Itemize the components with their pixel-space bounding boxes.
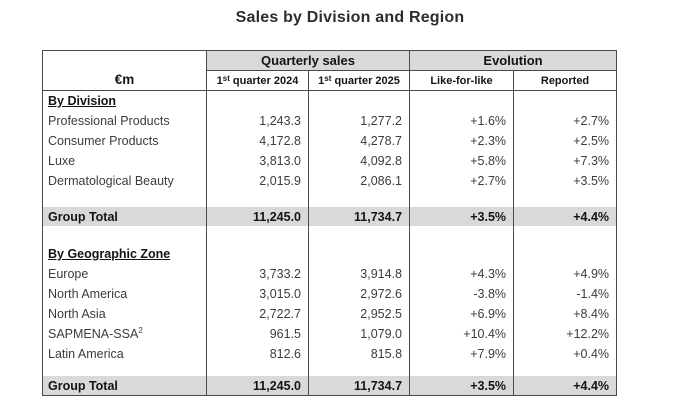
value-like-for-like: +7.9%	[409, 344, 514, 364]
section-heading: By Geographic Zone	[42, 244, 207, 264]
value-like-for-like: +3.5%	[409, 376, 514, 396]
value-q1-2025: 2,972.6	[307, 284, 410, 304]
value-reported: +2.5%	[513, 131, 617, 151]
value-q1-2025: 11,734.7	[307, 207, 410, 226]
unit-label: €m	[114, 72, 135, 87]
section-heading-row-division: By Division	[42, 90, 617, 111]
value-q1-2024: 11,245.0	[206, 376, 309, 396]
row-label: Dermatological Beauty	[42, 171, 207, 191]
sales-table: €m Quarterly sales Evolution 1st quarter…	[42, 50, 618, 396]
spacer-row	[42, 191, 617, 207]
value-q1-2025: 4,278.7	[307, 131, 410, 151]
value-q1-2024: 2,722.7	[206, 304, 309, 324]
group-header-row: €m Quarterly sales Evolution	[42, 50, 617, 91]
value-reported: +2.7%	[513, 111, 617, 131]
value-like-for-like: +4.3%	[409, 264, 514, 284]
value-like-for-like: +5.8%	[409, 151, 514, 171]
group-total-row-division: Group Total 11,245.0 11,734.7 +3.5% +4.4…	[42, 207, 617, 226]
value-like-for-like: +2.7%	[409, 171, 514, 191]
row-label: North America	[42, 284, 207, 304]
table-row: Consumer Products 4,172.8 4,278.7 +2.3% …	[42, 131, 617, 151]
column-header-row: 1st quarter 2024 1st quarter 2025 Like-f…	[43, 70, 617, 91]
value-reported: +7.3%	[513, 151, 617, 171]
value-like-for-like: +3.5%	[409, 207, 514, 226]
page-title: Sales by Division and Region	[235, 9, 465, 26]
table-row: North America 3,015.0 2,972.6 -3.8% -1.4…	[42, 284, 617, 304]
value-q1-2024: 812.6	[206, 344, 309, 364]
value-like-for-like: +6.9%	[409, 304, 514, 324]
value-reported: +4.4%	[513, 376, 617, 396]
table-row: Professional Products 1,243.3 1,277.2 +1…	[42, 111, 617, 131]
table-row: Latin America 812.6 815.8 +7.9% +0.4%	[42, 344, 617, 364]
spacer-row	[42, 226, 617, 244]
value-q1-2024: 961.5	[206, 324, 309, 344]
row-label: Professional Products	[42, 111, 207, 131]
unit-header: €m	[42, 50, 207, 91]
section-heading: By Division	[42, 90, 207, 111]
value-q1-2024: 2,015.9	[206, 171, 309, 191]
value-reported: +4.4%	[513, 207, 617, 226]
value-reported: -1.4%	[513, 284, 617, 304]
value-q1-2025: 11,734.7	[307, 376, 410, 396]
value-q1-2025: 1,277.2	[307, 111, 410, 131]
value-q1-2025: 815.8	[307, 344, 410, 364]
table-row: Dermatological Beauty 2,015.9 2,086.1 +2…	[42, 171, 617, 191]
table-row: Europe 3,733.2 3,914.8 +4.3% +4.9%	[42, 264, 617, 284]
value-reported: +12.2%	[513, 324, 617, 344]
value-like-for-like: -3.8%	[409, 284, 514, 304]
value-like-for-like: +2.3%	[409, 131, 514, 151]
row-label: Consumer Products	[42, 131, 207, 151]
value-reported: +0.4%	[513, 344, 617, 364]
value-q1-2024: 3,733.2	[206, 264, 309, 284]
value-like-for-like: +10.4%	[409, 324, 514, 344]
spacer-row	[42, 364, 617, 376]
superscript-st: st	[222, 73, 230, 83]
value-q1-2025: 4,092.8	[307, 151, 410, 171]
row-label: SAPMENA-SSA2	[42, 324, 207, 344]
row-label: Group Total	[42, 376, 207, 396]
table-row: SAPMENA-SSA2 961.5 1,079.0 +10.4% +12.2%	[42, 324, 617, 344]
section-heading-row-geographic-zone: By Geographic Zone	[42, 244, 617, 264]
row-label: North Asia	[42, 304, 207, 324]
table-row: North Asia 2,722.7 2,952.5 +6.9% +8.4%	[42, 304, 617, 324]
value-q1-2025: 2,086.1	[307, 171, 410, 191]
value-q1-2025: 2,952.5	[307, 304, 410, 324]
row-label: Luxe	[42, 151, 207, 171]
col-header-q1-2024: 1st quarter 2024	[206, 70, 309, 91]
row-label: Group Total	[42, 207, 207, 226]
col-header-like-for-like: Like-for-like	[409, 70, 514, 91]
row-label: Europe	[42, 264, 207, 284]
value-reported: +4.9%	[513, 264, 617, 284]
value-q1-2025: 1,079.0	[307, 324, 410, 344]
value-like-for-like: +1.6%	[409, 111, 514, 131]
value-q1-2025: 3,914.8	[307, 264, 410, 284]
group-total-row-geographic-zone: Group Total 11,245.0 11,734.7 +3.5% +4.4…	[42, 376, 617, 396]
value-reported: +8.4%	[513, 304, 617, 324]
group-header-quarterly-sales: Quarterly sales	[205, 50, 410, 71]
value-q1-2024: 3,015.0	[206, 284, 309, 304]
superscript-st: st	[324, 73, 332, 83]
group-header-evolution: Evolution	[409, 50, 617, 71]
col-header-reported: Reported	[513, 70, 617, 91]
table-row: Luxe 3,813.0 4,092.8 +5.8% +7.3%	[42, 151, 617, 171]
superscript-footnote-2: 2	[138, 326, 143, 335]
col-header-q1-2025: 1st quarter 2025	[307, 70, 410, 91]
value-q1-2024: 4,172.8	[206, 131, 309, 151]
value-reported: +3.5%	[513, 171, 617, 191]
row-label: Latin America	[42, 344, 207, 364]
value-q1-2024: 1,243.3	[206, 111, 309, 131]
value-q1-2024: 11,245.0	[206, 207, 309, 226]
value-q1-2024: 3,813.0	[206, 151, 309, 171]
